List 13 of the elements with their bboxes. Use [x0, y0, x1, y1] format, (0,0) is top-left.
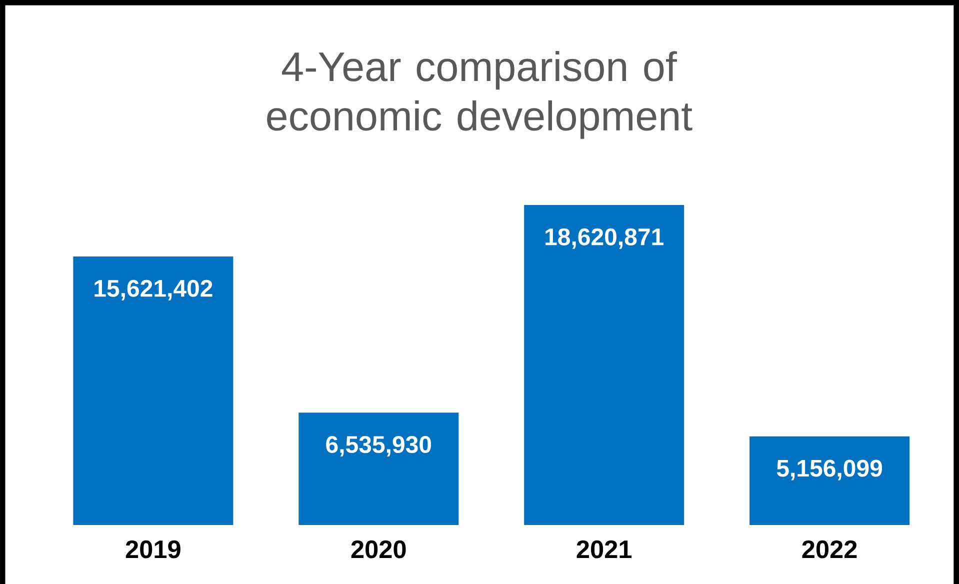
bar	[298, 412, 459, 525]
bar	[73, 256, 234, 525]
data-label: 6,535,930	[326, 436, 432, 457]
x-tick-label: 2019	[126, 540, 180, 558]
chart-title: 4-Year comparison of economic development	[267, 51, 692, 139]
x-tick-label: 2022	[802, 540, 857, 558]
x-tick-label: 2021	[576, 540, 632, 558]
bar	[524, 204, 684, 525]
data-label: 15,621,402	[94, 280, 212, 300]
bar	[750, 436, 910, 525]
data-label: 5,156,099	[776, 460, 882, 480]
x-tick-label: 2020	[351, 540, 406, 558]
data-label: 18,620,871	[546, 228, 664, 249]
